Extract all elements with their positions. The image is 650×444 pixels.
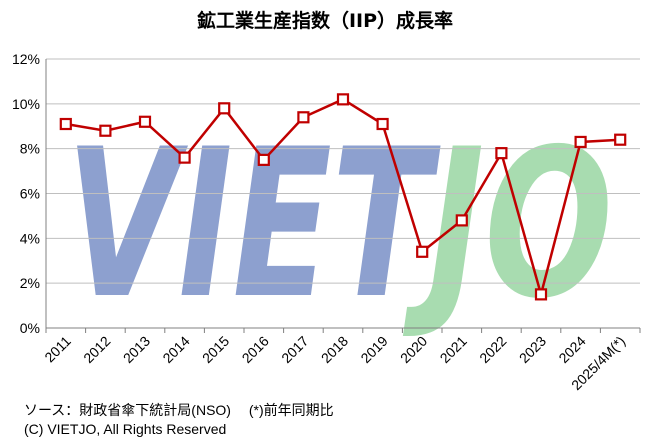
data-points bbox=[59, 93, 627, 301]
y-tick-label: 0% bbox=[20, 320, 40, 336]
y-tick-label: 8% bbox=[20, 141, 40, 157]
data-point bbox=[99, 124, 112, 137]
watermark-logo: VIETJO bbox=[66, 106, 613, 344]
data-point bbox=[574, 135, 587, 149]
axes bbox=[45, 59, 641, 333]
data-point bbox=[534, 288, 548, 301]
data-point bbox=[218, 102, 231, 115]
data-point bbox=[178, 151, 191, 164]
y-tick-label: 2% bbox=[20, 275, 40, 291]
data-point bbox=[416, 245, 429, 258]
data-point bbox=[297, 111, 310, 124]
data-point bbox=[376, 117, 389, 131]
y-tick-labels: 0% 2% 4% 6% 8% 10% 12% bbox=[12, 51, 40, 336]
data-point bbox=[455, 214, 468, 227]
data-point bbox=[257, 153, 270, 166]
data-point bbox=[336, 93, 350, 106]
y-tick-label: 4% bbox=[20, 230, 40, 246]
y-tick-label: 12% bbox=[12, 51, 40, 67]
chart-title: 鉱工業生産指数（IIP）成長率 bbox=[196, 10, 454, 32]
copyright-note: (C) VIETJO, All Rights Reserved bbox=[24, 421, 227, 437]
watermark-viet: VIET bbox=[66, 106, 441, 344]
data-point bbox=[495, 147, 508, 160]
data-point bbox=[138, 115, 152, 128]
source-note: ソース：財政省傘下統計局(NSO) (*)前年同期比 bbox=[24, 402, 334, 418]
data-point bbox=[614, 133, 627, 146]
y-tick-label: 10% bbox=[12, 96, 40, 112]
data-point bbox=[59, 117, 72, 131]
y-tick-label: 6% bbox=[20, 186, 40, 202]
